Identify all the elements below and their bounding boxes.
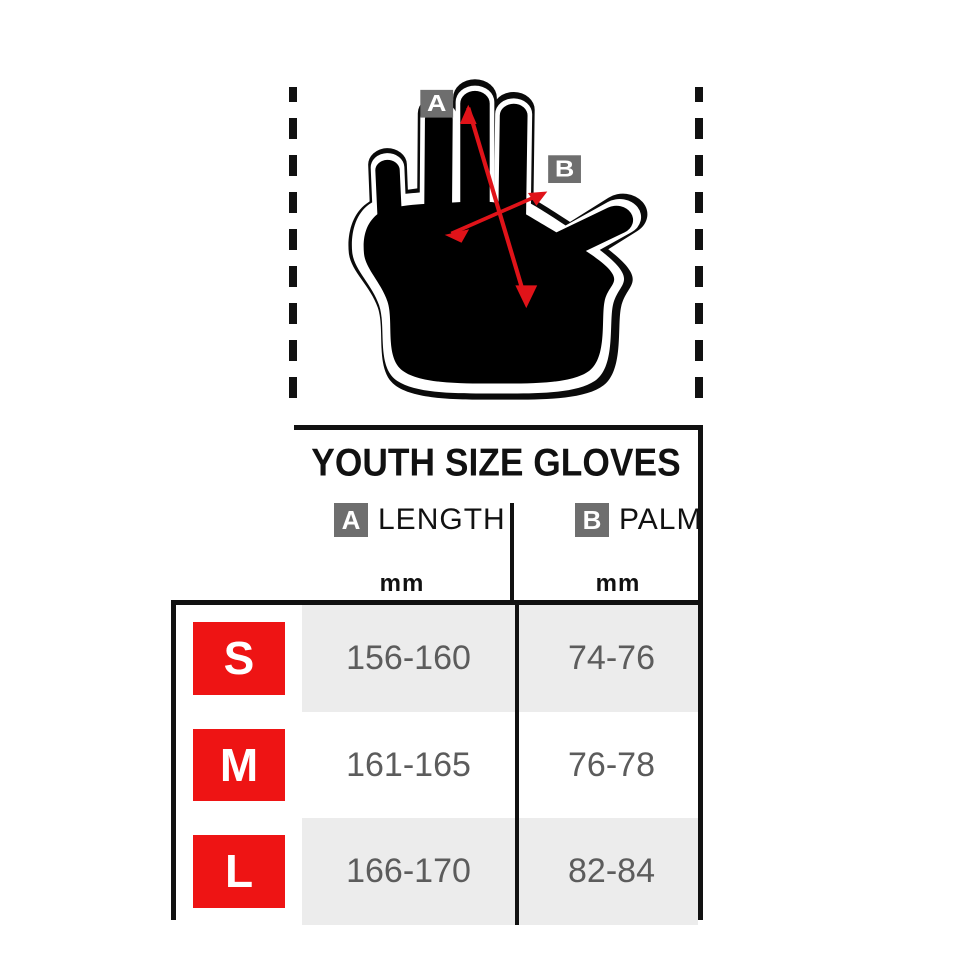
svg-text:A: A [427, 91, 446, 117]
svg-text:B: B [555, 157, 574, 183]
